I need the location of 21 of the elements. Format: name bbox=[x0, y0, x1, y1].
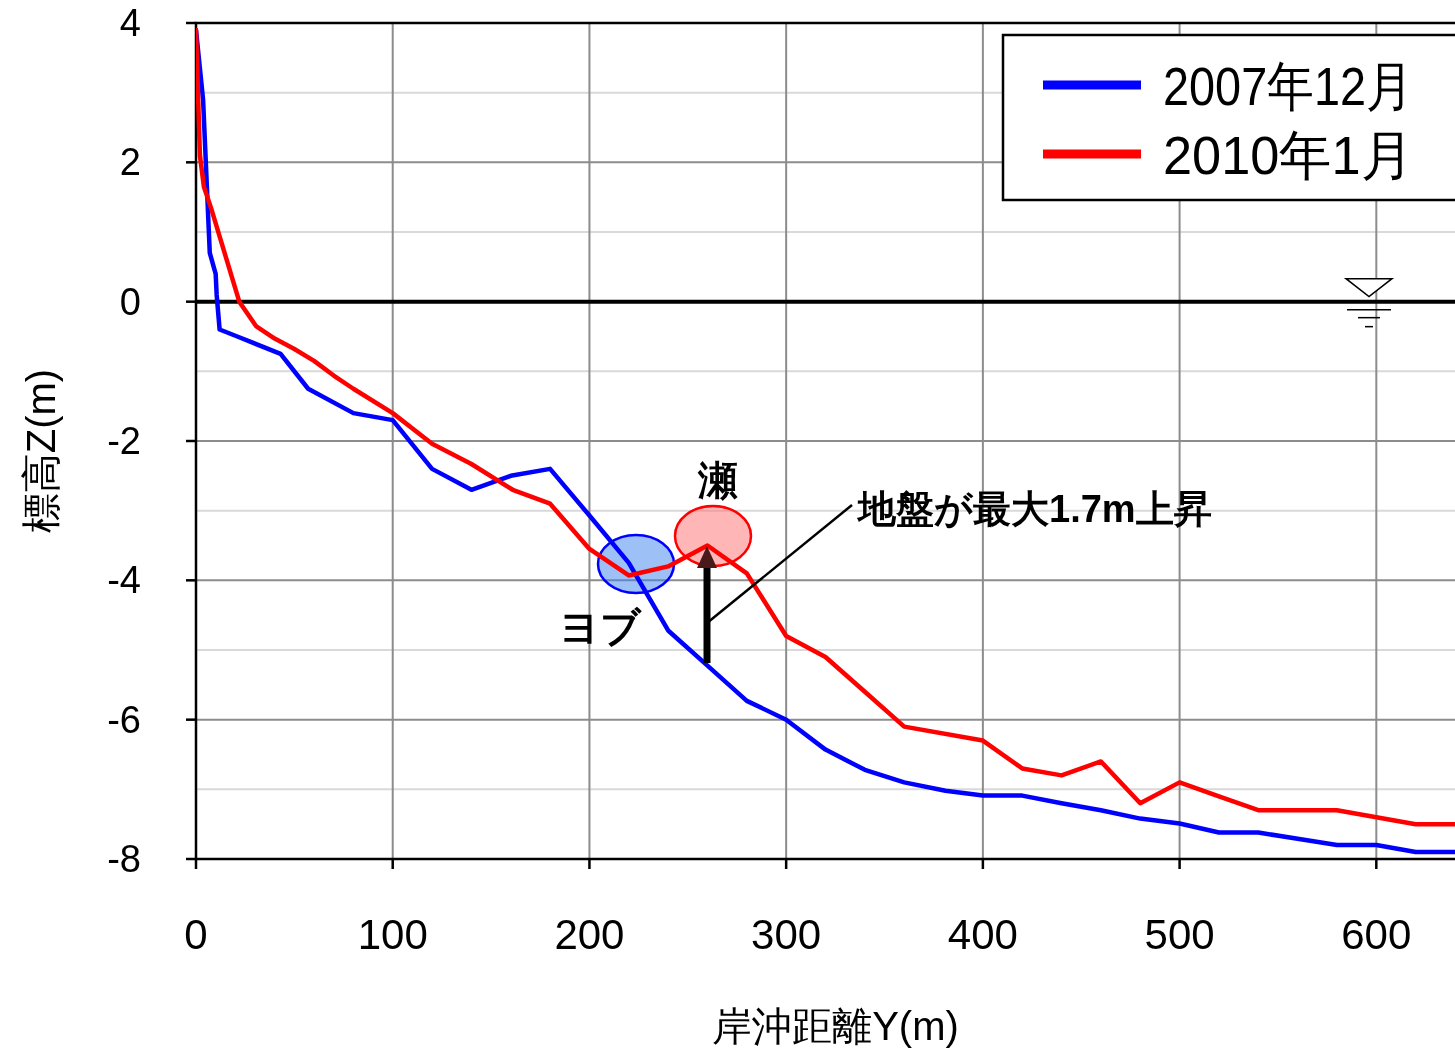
x-tick-label: 500 bbox=[1144, 911, 1215, 958]
x-tick-label: 0 bbox=[184, 911, 208, 958]
x-tick-label: 400 bbox=[947, 911, 1018, 958]
y-tick-label: -6 bbox=[107, 698, 141, 741]
legend-label: 2010年1月 bbox=[1163, 125, 1422, 185]
x-tick-label: 600 bbox=[1341, 911, 1412, 958]
x-axis-title: 岸沖距離Y(m) bbox=[712, 1004, 959, 1048]
annotation: 地盤が最大1.7m上昇 bbox=[858, 488, 1212, 530]
y-tick-label: 0 bbox=[119, 280, 141, 323]
x-tick-label: 200 bbox=[554, 911, 625, 958]
x-tick-label: 300 bbox=[751, 911, 822, 958]
y-tick-label: -2 bbox=[107, 420, 141, 462]
annotation: ヨブ bbox=[559, 605, 641, 649]
legend-label: 2007年12月 bbox=[1163, 56, 1452, 116]
y-tick-label: -4 bbox=[107, 559, 141, 602]
annotation: 瀬 bbox=[698, 458, 738, 502]
y-tick-label: 4 bbox=[119, 2, 141, 44]
y-axis-title: 標高Z(m) bbox=[19, 368, 63, 534]
y-tick-label: 2 bbox=[119, 141, 141, 184]
y-tick-label: -8 bbox=[107, 838, 141, 880]
x-tick-label: 100 bbox=[357, 911, 428, 958]
